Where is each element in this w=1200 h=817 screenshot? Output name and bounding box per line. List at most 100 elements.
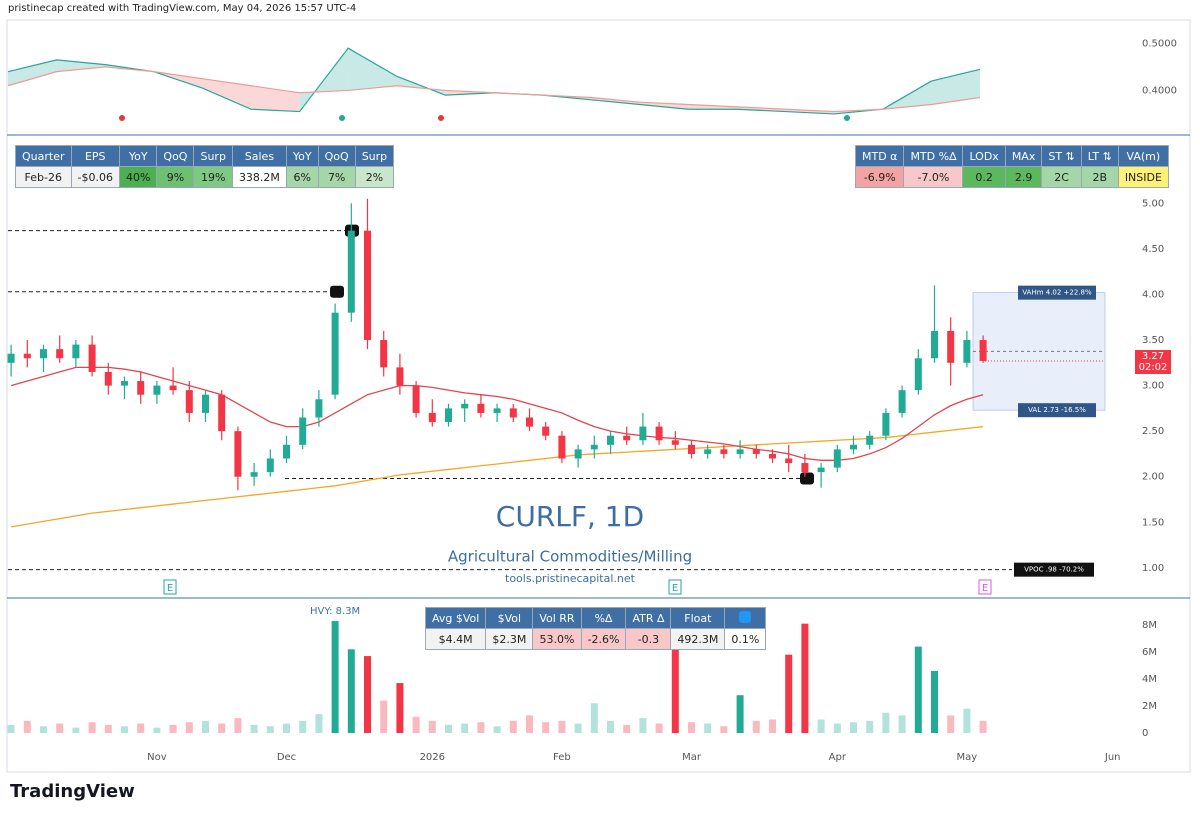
volume-bar: [688, 722, 695, 733]
candle-body: [752, 449, 760, 454]
volume-bar: [526, 715, 533, 733]
y-tick-label: 3.50: [1142, 335, 1164, 346]
cell: 9%: [156, 166, 195, 188]
candle-body: [623, 435, 631, 441]
candle-body: [607, 435, 614, 445]
x-tick-label: Feb: [553, 752, 571, 763]
candle-body: [688, 444, 695, 454]
volume-bar: [607, 720, 614, 733]
candle-body: [947, 330, 955, 363]
volume-bar: [979, 720, 987, 733]
volume-table: Avg $Vol $Vol Vol RR %∆ ATR ∆ Float $4.4M $2.3M…: [424, 607, 767, 650]
candle-body: [364, 230, 371, 341]
candle-body: [866, 435, 874, 445]
candle-body: [347, 230, 355, 313]
last-price-tag: [1135, 349, 1171, 374]
indicator-fill: [348, 48, 397, 91]
volume-bar: [493, 726, 501, 733]
momentum-table: MTD α MTD %∆ LODx MAx ST ⇅ LT ⇅ VA(m) -6.9% -7.0…: [854, 145, 1169, 188]
volume-bar: [56, 723, 64, 733]
volume-bar: [769, 719, 776, 733]
last-price: 3.27: [1142, 351, 1164, 362]
volume-bar: [574, 723, 582, 733]
cell: 2B: [1080, 166, 1119, 188]
cell: 0.2: [962, 166, 1006, 188]
indicator-fill: [251, 85, 300, 112]
refresh-icon: [724, 607, 767, 629]
candle-body: [720, 449, 728, 454]
y-tick-label: 0.4000: [1142, 85, 1177, 96]
frame: [6, 19, 1191, 773]
candle-body: [931, 330, 938, 359]
volume-bar: [866, 720, 874, 733]
candle-body: [898, 390, 906, 413]
earnings-marker-label: E: [982, 583, 988, 594]
cell: -$0.06: [70, 166, 120, 188]
moving-average: [10, 425, 984, 528]
header-cell: Sales: [231, 145, 287, 167]
candle-body: [202, 394, 209, 413]
volume-bar: [752, 720, 760, 733]
y-tick-label: 8M: [1142, 620, 1157, 631]
vpoc-tag: [1014, 562, 1094, 577]
header-cell: VA(m): [1117, 145, 1169, 167]
candle-body: [40, 349, 47, 359]
candle-body: [23, 353, 31, 359]
indicator-line: [7, 47, 981, 115]
candle-body: [671, 440, 679, 445]
logo: TradingView: [10, 781, 135, 802]
volume-bar: [137, 723, 145, 733]
volume-bar: [88, 722, 96, 733]
header-cell: Avg $Vol: [424, 607, 487, 629]
candle-body: [396, 367, 404, 386]
cell: 7%: [317, 166, 356, 188]
candle-body: [266, 458, 274, 473]
volume-bar: [736, 695, 744, 733]
candle-body: [153, 385, 161, 395]
cell: -7.0%: [903, 166, 964, 188]
volume-bar: [590, 703, 598, 733]
volume-bar: [331, 620, 339, 733]
volume-bar: [461, 723, 469, 733]
header-cell: YoY: [285, 145, 319, 167]
cell: -0.3: [625, 628, 672, 650]
header-cell: ATR ∆: [625, 607, 672, 629]
header-cell: ST ⇅: [1041, 145, 1082, 167]
candle-body: [590, 444, 598, 450]
volume-bar: [817, 719, 825, 733]
cell: Feb-26: [15, 166, 72, 188]
x-tick-label: Jun: [1104, 752, 1121, 763]
volume-bar: [671, 647, 679, 733]
va-label: VAHm 4.02 +22.8%: [1022, 289, 1092, 297]
candle-body: [817, 467, 825, 473]
cell: -6.9%: [854, 166, 905, 188]
cell: 2.9: [1004, 166, 1043, 188]
header-cell: MTD %∆: [903, 145, 964, 167]
cell: -2.6%: [580, 628, 627, 650]
symbol-title: CURLF, 1D: [496, 500, 644, 533]
volume-bar: [720, 726, 728, 733]
x-tick-label: Mar: [682, 752, 702, 763]
earnings-table: Quarter EPS YoY QoQ Surp Sales YoY QoQ Surp Feb-2…: [15, 145, 395, 188]
cell: $2.3M: [485, 628, 534, 650]
header-cell: QoQ: [156, 145, 195, 167]
candle-body: [655, 426, 663, 441]
candle-body: [461, 403, 469, 409]
table-row: MTD α MTD %∆ LODx MAx ST ⇅ LT ⇅ VA(m): [854, 145, 1169, 167]
volume-bar: [380, 700, 388, 733]
header-cell: QoQ: [317, 145, 356, 167]
volume-bar: [364, 656, 371, 733]
candle-body: [7, 353, 15, 363]
y-tick-label: 2M: [1142, 701, 1157, 712]
header-cell: Surp: [354, 145, 395, 167]
volume-bar: [283, 723, 290, 733]
earnings-marker-label: E: [672, 583, 678, 594]
header-cell: EPS: [70, 145, 120, 167]
volume-bar: [963, 708, 971, 733]
candle-body: [137, 381, 145, 395]
candle-body: [574, 449, 582, 459]
y-tick-label: 0: [1142, 728, 1148, 739]
volume-bar: [347, 649, 355, 733]
cell: 338.2M: [231, 166, 287, 188]
volume-bar: [428, 720, 436, 733]
